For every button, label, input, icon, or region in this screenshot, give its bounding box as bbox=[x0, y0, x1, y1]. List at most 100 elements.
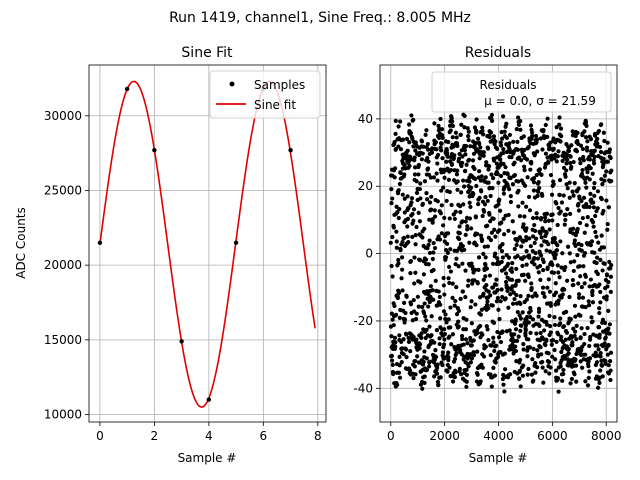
residual-point bbox=[578, 359, 583, 364]
residual-point bbox=[567, 180, 572, 185]
residual-point bbox=[490, 261, 496, 266]
residual-point bbox=[398, 147, 404, 152]
residual-point bbox=[601, 208, 606, 214]
residual-point bbox=[602, 320, 608, 325]
residual-point bbox=[498, 339, 504, 345]
residual-point bbox=[595, 353, 600, 358]
residual-point bbox=[580, 365, 585, 370]
residual-point bbox=[396, 124, 401, 129]
residual-point bbox=[556, 389, 561, 394]
residual-point bbox=[428, 284, 433, 289]
residual-point bbox=[608, 274, 614, 279]
residual-point bbox=[493, 360, 498, 365]
residual-point bbox=[463, 294, 468, 300]
residual-point bbox=[468, 305, 473, 310]
residual-point bbox=[422, 179, 428, 184]
residual-point bbox=[477, 195, 482, 200]
residual-point bbox=[456, 319, 461, 324]
residual-point bbox=[512, 246, 517, 252]
sine-fit-xtick-label: 6 bbox=[260, 429, 268, 443]
residual-point bbox=[585, 139, 590, 144]
residual-point bbox=[475, 372, 480, 377]
residual-point bbox=[433, 348, 438, 353]
residual-point bbox=[463, 268, 468, 273]
residual-point bbox=[583, 135, 589, 140]
figure-suptitle: Run 1419, channel1, Sine Freq.: 8.005 MH… bbox=[169, 10, 471, 26]
residual-point bbox=[481, 354, 487, 359]
residual-point bbox=[606, 279, 611, 285]
residual-point bbox=[501, 191, 506, 196]
residual-point bbox=[420, 151, 425, 156]
residual-point bbox=[432, 208, 437, 213]
residual-point bbox=[482, 244, 487, 249]
residual-point bbox=[427, 324, 432, 329]
residual-point bbox=[405, 194, 410, 199]
residual-point bbox=[458, 210, 463, 215]
residual-point bbox=[500, 255, 506, 260]
residual-point bbox=[544, 231, 549, 236]
residual-point bbox=[390, 362, 395, 368]
residual-point bbox=[408, 349, 413, 354]
residual-point bbox=[574, 149, 580, 154]
residual-point bbox=[581, 264, 586, 269]
residual-point bbox=[496, 354, 501, 360]
residual-point bbox=[536, 306, 542, 311]
residual-point bbox=[457, 224, 462, 229]
residual-point bbox=[454, 172, 460, 177]
residual-point bbox=[489, 343, 494, 348]
residual-point bbox=[457, 366, 462, 371]
residual-point bbox=[491, 365, 496, 370]
residual-point bbox=[540, 365, 545, 370]
residual-point bbox=[521, 222, 526, 227]
residual-point bbox=[548, 324, 553, 329]
residuals-xtick-label: 6000 bbox=[537, 429, 568, 443]
residual-point bbox=[568, 381, 573, 386]
sine-fit-ytick-label: 20000 bbox=[44, 258, 82, 272]
residual-point bbox=[488, 293, 493, 298]
residual-point bbox=[435, 178, 440, 183]
residual-point bbox=[416, 172, 421, 177]
residual-point bbox=[564, 161, 569, 166]
residual-point bbox=[578, 143, 584, 148]
residual-point bbox=[440, 362, 445, 368]
residual-point bbox=[521, 272, 526, 277]
residuals-plot-area bbox=[388, 112, 614, 394]
residual-point bbox=[513, 282, 518, 287]
residual-point bbox=[414, 190, 420, 195]
residual-point bbox=[409, 196, 415, 201]
residual-point bbox=[568, 160, 573, 166]
residual-point bbox=[464, 367, 469, 372]
residual-point bbox=[555, 222, 560, 228]
residual-point bbox=[400, 239, 405, 245]
residual-point bbox=[515, 309, 520, 315]
residual-point bbox=[422, 349, 427, 354]
residual-point bbox=[552, 156, 557, 161]
residual-point bbox=[483, 274, 488, 279]
residual-point bbox=[481, 291, 486, 296]
residual-point bbox=[394, 239, 399, 244]
residual-point bbox=[535, 365, 540, 370]
residual-point bbox=[449, 202, 454, 208]
residual-point bbox=[584, 123, 589, 129]
residual-point bbox=[434, 328, 440, 333]
residual-point bbox=[571, 193, 576, 198]
residual-point bbox=[598, 257, 603, 262]
residual-point bbox=[405, 216, 411, 221]
residual-point bbox=[532, 240, 537, 246]
residual-point bbox=[465, 227, 470, 232]
residual-point bbox=[486, 180, 491, 185]
residual-point bbox=[466, 364, 471, 369]
residual-point bbox=[516, 278, 521, 283]
residual-point bbox=[604, 294, 609, 299]
residual-point bbox=[511, 139, 516, 144]
residual-point bbox=[495, 171, 500, 176]
residual-point bbox=[398, 170, 403, 176]
residual-point bbox=[586, 364, 591, 369]
residual-point bbox=[547, 289, 553, 294]
residual-point bbox=[544, 211, 550, 216]
residual-point bbox=[445, 369, 450, 374]
residual-point bbox=[411, 218, 416, 223]
residual-point bbox=[568, 154, 573, 159]
residual-point bbox=[476, 202, 481, 207]
residual-point bbox=[523, 323, 528, 328]
